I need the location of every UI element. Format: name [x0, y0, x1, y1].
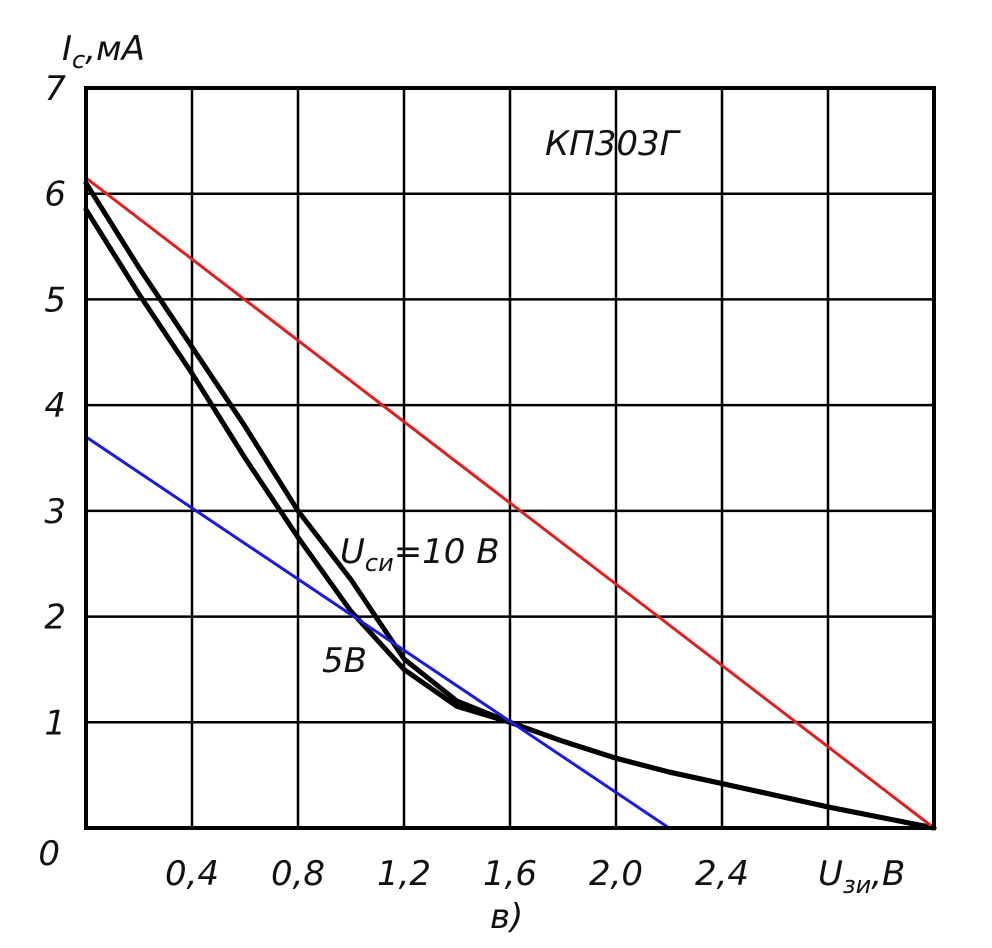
- y-tick-label: 2: [44, 598, 66, 638]
- x-tick-label: 0,8: [271, 854, 325, 894]
- chart-title: КП303Г: [545, 124, 682, 164]
- annotation-vds-10v: Uси=10 В: [340, 532, 500, 577]
- x-tick-label: 2,0: [589, 854, 643, 894]
- y-tick-label: 3: [44, 492, 66, 532]
- annotation-vds-10v-main: U: [340, 532, 365, 572]
- x-axis-title: Uзи,В: [818, 854, 905, 899]
- annotation-vds-5v: 5В: [322, 641, 367, 681]
- y-tick-label: 6: [44, 175, 66, 215]
- panel-label: в): [490, 897, 523, 937]
- x-tick-label: 1,6: [483, 854, 537, 894]
- annotation-vds-10v-sub: си: [365, 549, 394, 577]
- y-axis-title-unit: ,мА: [85, 29, 145, 69]
- y-tick-label: 1: [44, 703, 66, 743]
- y-tick-label: 5: [44, 280, 66, 320]
- plot-frame: [84, 86, 936, 830]
- annotation-vds-10v-rest: =10 В: [394, 532, 500, 572]
- y-tick-label: 4: [44, 386, 66, 426]
- series-blue-line: [84, 435, 671, 830]
- x-axis-title-unit: ,В: [871, 854, 905, 894]
- grid: [86, 88, 934, 828]
- y-axis-title: Iс,мА: [62, 29, 145, 74]
- tick-labels: 0,4 0,8 1,2 1,6 2,0 2,4 1 2 3 4 5 6 7: [44, 69, 749, 894]
- plot-border: [84, 86, 936, 830]
- origin-label: 0: [38, 834, 60, 874]
- y-axis-title-sub: с: [72, 46, 85, 74]
- x-tick-label: 0,4: [165, 854, 219, 894]
- x-axis-title-main: U: [818, 854, 843, 894]
- y-tick-label: 7: [44, 69, 66, 109]
- x-tick-label: 2,4: [695, 854, 749, 894]
- series-group: [83, 176, 937, 831]
- x-axis-title-sub: зи: [843, 871, 871, 899]
- series-red-line: [84, 176, 936, 830]
- y-axis-title-main: I: [62, 29, 72, 69]
- x-tick-label: 1,2: [377, 854, 431, 894]
